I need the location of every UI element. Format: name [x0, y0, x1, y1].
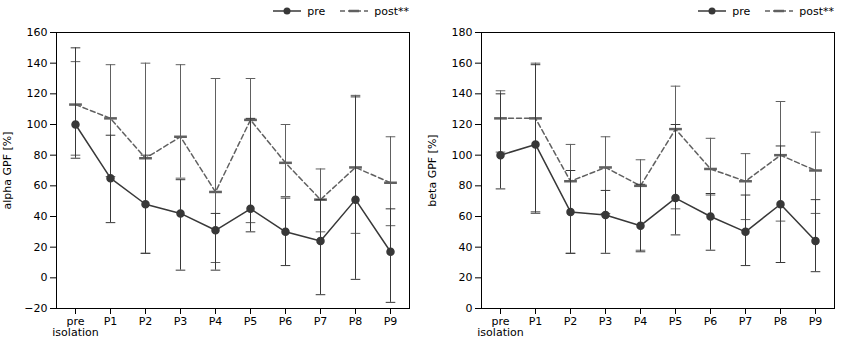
svg-text:P5: P5	[669, 315, 683, 328]
svg-text:60: 60	[34, 179, 48, 192]
html-text:post**: post**	[374, 4, 409, 18]
html-text:post**: post**	[799, 4, 834, 18]
svg-text:−20: −20	[24, 302, 47, 315]
svg-text:P2: P2	[139, 315, 153, 328]
svg-text:140: 140	[27, 57, 48, 70]
svg-text:20: 20	[34, 241, 48, 254]
svg-text:P6: P6	[279, 315, 293, 328]
svg-text:100: 100	[452, 149, 473, 162]
svg-text:alpha GPF [%]: alpha GPF [%]	[1, 131, 14, 209]
svg-text:P1: P1	[529, 315, 543, 328]
svg-text:P2: P2	[564, 315, 578, 328]
svg-text:P8: P8	[774, 315, 788, 328]
svg-text:P4: P4	[209, 315, 223, 328]
svg-text:beta GPF [%]: beta GPF [%]	[426, 134, 439, 206]
svg-text:80: 80	[459, 179, 473, 192]
html-text:pre: pre	[732, 4, 751, 18]
svg-text:40: 40	[459, 241, 473, 254]
svg-text:100: 100	[27, 118, 48, 131]
svg-text:P5: P5	[244, 315, 258, 328]
svg-text:160: 160	[27, 26, 48, 39]
svg-text:160: 160	[452, 57, 473, 70]
svg-text:P1: P1	[104, 315, 118, 328]
svg-text:P7: P7	[314, 315, 328, 328]
svg-text:P3: P3	[599, 315, 613, 328]
svg-text:140: 140	[452, 87, 473, 100]
svg-text:20: 20	[459, 271, 473, 284]
svg-text:40: 40	[34, 210, 48, 223]
svg-text:P6: P6	[704, 315, 718, 328]
svg-text:120: 120	[27, 87, 48, 100]
svg-text:0: 0	[466, 302, 473, 315]
svg-text:180: 180	[452, 26, 473, 39]
svg-text:P8: P8	[349, 315, 363, 328]
svg-text:120: 120	[452, 118, 473, 131]
svg-text:60: 60	[459, 210, 473, 223]
svg-text:preisolation: preisolation	[477, 315, 523, 339]
svg-text:0: 0	[41, 271, 48, 284]
svg-text:preisolation: preisolation	[52, 315, 98, 339]
svg-text:P4: P4	[634, 315, 648, 328]
svg-text:P3: P3	[174, 315, 188, 328]
svg-text:P9: P9	[384, 315, 398, 328]
svg-text:80: 80	[34, 149, 48, 162]
html-text:pre: pre	[307, 4, 326, 18]
svg-text:P9: P9	[809, 315, 823, 328]
svg-text:P7: P7	[739, 315, 753, 328]
